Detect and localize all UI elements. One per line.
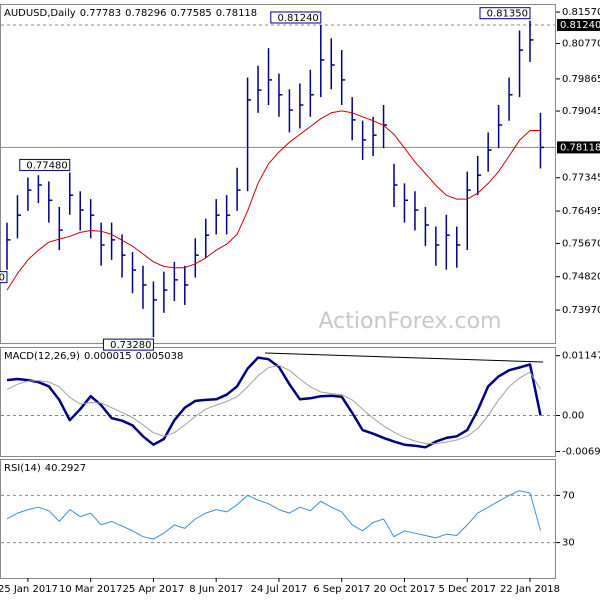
- series-line: [6, 356, 542, 449]
- annotation-label: 0.81350: [487, 9, 528, 20]
- y-tick-label: 0.00: [562, 411, 584, 422]
- trend-line: [264, 352, 544, 363]
- panel-title: MACD(12,26,9): [4, 351, 80, 362]
- annotation-label: 0.73280: [110, 340, 151, 351]
- y-tick-label: 70: [562, 490, 575, 501]
- y-tick-label: 0.79045: [562, 106, 600, 117]
- watermark: ActionForex.com: [319, 309, 502, 334]
- y-tick-label: -0.006913: [562, 447, 600, 458]
- y-tick-label: 0.011471: [562, 351, 600, 362]
- y-tick-label: 0.77345: [562, 173, 600, 184]
- y-tick-label: 0.73970: [562, 305, 600, 316]
- annotation-label: 0.75000: [0, 273, 5, 284]
- x-tick-label: 20 Oct 2017: [374, 584, 436, 595]
- readout-value: 0.005038: [136, 351, 184, 362]
- x-tick-label: 25 Jan 2017: [0, 584, 58, 595]
- readout-value: 0.78296: [125, 8, 166, 19]
- y-tick-label: 0.75670: [562, 238, 600, 249]
- x-tick-label: 22 Jan 2018: [500, 584, 560, 595]
- price-label: 0.81240: [560, 20, 600, 31]
- readout-value: 40.2927: [45, 463, 86, 474]
- annotation-box: [102, 338, 154, 351]
- y-tick-label: 0.80770: [562, 38, 600, 49]
- y-tick-label: 0.79865: [562, 74, 600, 85]
- x-tick-label: 6 Sep 2017: [313, 584, 370, 595]
- annotation-label: 0.77480: [26, 160, 67, 171]
- series-line: [6, 110, 541, 291]
- series-line: [6, 365, 541, 445]
- readout-value: 0.000015: [84, 351, 132, 362]
- annotation-box: [19, 158, 71, 171]
- panel-header: RSI(14) 40.2927: [4, 463, 86, 474]
- series-line: [6, 490, 541, 540]
- price-panel: [0, 4, 556, 344]
- panel-title: RSI(14): [4, 463, 41, 474]
- panel-title: AUDUSD,Daily: [4, 8, 76, 19]
- x-tick-label: 10 Mar 2017: [59, 584, 122, 595]
- readout-value: 0.77783: [80, 8, 121, 19]
- rsi-panel: [0, 459, 556, 579]
- price-label: 0.78118: [560, 142, 600, 153]
- annotation-box: [270, 11, 322, 24]
- annotation-box: [0, 271, 8, 284]
- y-tick-label: 30: [562, 538, 575, 549]
- readout-value: 0.78118: [216, 8, 257, 19]
- panel-header: AUDUSD,Daily 0.77783 0.78296 0.77585 0.78118: [4, 8, 257, 19]
- y-tick-label: 0.81570: [562, 7, 600, 18]
- x-tick-label: 8 Jun 2017: [189, 584, 243, 595]
- x-tick-label: 5 Dec 2017: [438, 584, 496, 595]
- panel-header: MACD(12,26,9) 0.000015 0.005038: [4, 351, 183, 362]
- annotation-label: 0.81240: [277, 13, 318, 24]
- price-label-box: [557, 141, 600, 154]
- y-tick-label: 0.74820: [562, 272, 600, 283]
- price-label-box: [557, 18, 600, 31]
- readout-value: 0.77585: [170, 8, 211, 19]
- y-tick-label: 0.76495: [562, 206, 600, 217]
- macd-panel: [0, 347, 556, 457]
- annotation-box: [479, 7, 531, 20]
- x-tick-label: 24 Jul 2017: [251, 584, 308, 595]
- x-tick-label: 25 Apr 2017: [123, 584, 185, 595]
